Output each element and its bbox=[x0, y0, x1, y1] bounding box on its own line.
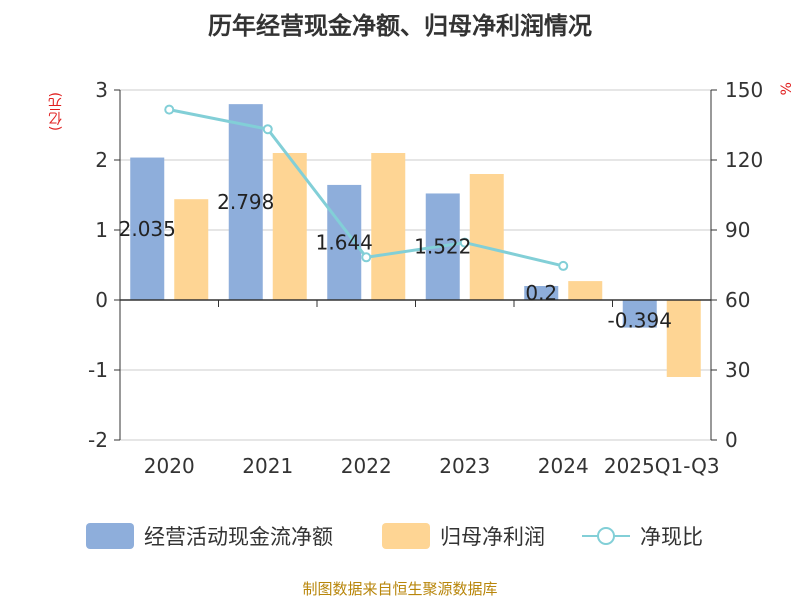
ratio-point bbox=[459, 237, 470, 248]
ratio-point bbox=[558, 260, 569, 271]
bar-net-profit bbox=[666, 300, 701, 377]
ratio-point bbox=[262, 124, 273, 135]
x-tick-label: 2024 bbox=[538, 454, 589, 478]
ratio-point bbox=[361, 252, 372, 263]
x-tick-label: 2022 bbox=[341, 454, 392, 478]
bar-net-profit bbox=[371, 153, 406, 300]
bar-value-label: 1.522 bbox=[414, 235, 471, 259]
legend: 经营活动现金流净额 归母净利润 净现比 bbox=[0, 518, 800, 554]
right-tick-label: 150 bbox=[725, 78, 763, 102]
right-tick-label: 90 bbox=[725, 218, 750, 242]
x-tick-label: 2020 bbox=[144, 454, 195, 478]
x-tick-label: 2025Q1-Q3 bbox=[604, 454, 720, 478]
bar-net-profit bbox=[568, 281, 603, 300]
bar-net-profit bbox=[272, 153, 307, 300]
ratio-point bbox=[164, 104, 175, 115]
left-tick-label: 2 bbox=[95, 148, 108, 172]
bar-value-label: -0.394 bbox=[608, 309, 672, 333]
left-tick-label: -1 bbox=[88, 358, 108, 382]
legend-swatch-ratio bbox=[582, 523, 630, 549]
legend-item-cash-flow[interactable]: 经营活动现金流净额 bbox=[86, 518, 333, 554]
gridlines bbox=[120, 89, 711, 441]
legend-label-ratio: 净现比 bbox=[640, 525, 703, 549]
right-tick-label: 60 bbox=[725, 288, 750, 312]
bar-value-label: 2.798 bbox=[217, 190, 274, 214]
legend-swatch-cash-flow bbox=[86, 523, 134, 549]
bar-net-profit bbox=[469, 174, 504, 300]
x-tick-label: 2023 bbox=[439, 454, 490, 478]
bar-cash-flow bbox=[228, 104, 263, 300]
legend-swatch-net-profit bbox=[382, 523, 430, 549]
legend-item-ratio[interactable]: 净现比 bbox=[582, 518, 703, 554]
source-note: 制图数据来自恒生聚源数据库 bbox=[302, 580, 498, 598]
right-tick-label: 30 bbox=[725, 358, 750, 382]
legend-label-cash-flow: 经营活动现金流净额 bbox=[144, 525, 333, 549]
left-tick-label: 1 bbox=[95, 218, 108, 242]
labels: 2.035 2.798 1.644 1.522 0.2 -0.394 bbox=[119, 190, 672, 333]
bar-cash-flow bbox=[622, 300, 657, 328]
bar-value-label: 1.644 bbox=[316, 230, 373, 254]
right-tick-label: 120 bbox=[725, 148, 763, 172]
bar-value-label: 2.035 bbox=[119, 217, 176, 241]
bar-cash-flow bbox=[130, 157, 165, 300]
bars bbox=[130, 104, 701, 377]
legend-label-net-profit: 归母净利润 bbox=[440, 525, 545, 549]
ratio-line bbox=[164, 104, 569, 271]
chart-title: 历年经营现金净额、归母净利润情况 bbox=[208, 12, 592, 40]
x-tick-label: 2021 bbox=[242, 454, 293, 478]
legend-item-net-profit[interactable]: 归母净利润 bbox=[382, 518, 545, 554]
right-tick-label: 0 bbox=[725, 428, 738, 452]
left-tick-label: 0 bbox=[95, 288, 108, 312]
left-tick-label: -2 bbox=[88, 428, 108, 452]
bar-cash-flow bbox=[524, 286, 559, 300]
bar-net-profit bbox=[174, 199, 209, 300]
left-tick-label: 3 bbox=[95, 78, 108, 102]
bar-value-label: 0.2 bbox=[525, 281, 557, 305]
